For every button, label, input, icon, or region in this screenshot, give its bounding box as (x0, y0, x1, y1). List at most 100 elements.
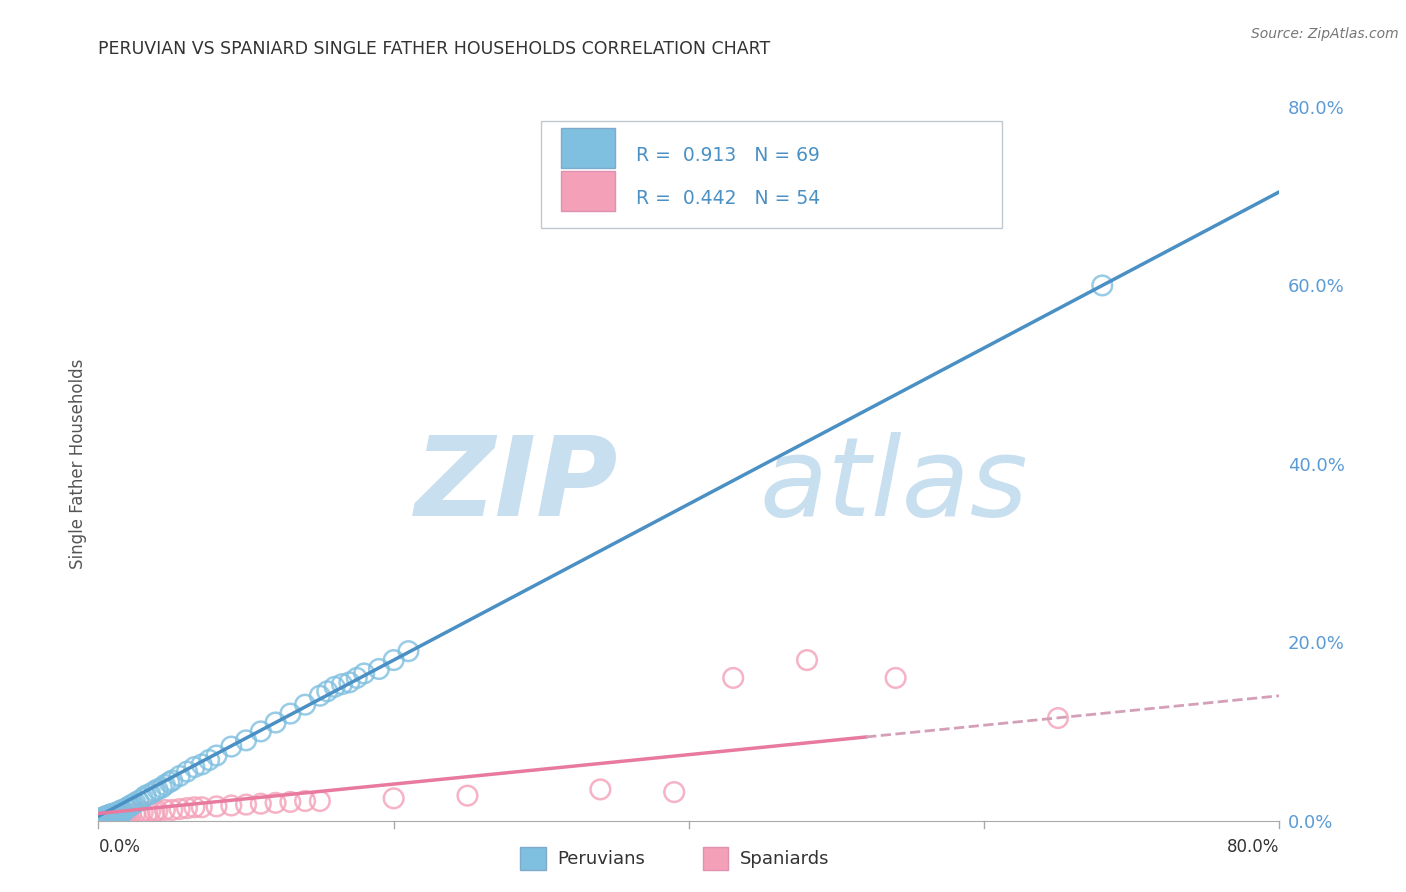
Point (97, 808, 120, 822)
Point (280, 795, 302, 809)
Point (176, 764, 198, 779)
Point (91, 812, 114, 826)
Point (723, 671, 745, 685)
Point (157, 775, 180, 789)
Point (132, 805, 155, 820)
Point (264, 715, 287, 730)
Point (316, 684, 339, 698)
Point (112, 805, 135, 819)
Point (104, 808, 127, 822)
Bar (561, 128, 614, 168)
Point (124, 796, 146, 810)
Point (457, 789, 479, 803)
Point (162, 803, 184, 817)
Point (250, 724, 273, 739)
Point (110, 809, 132, 823)
Point (884, 671, 907, 685)
Point (121, 797, 143, 812)
Point (93, 811, 115, 825)
Text: Spaniards: Spaniards (740, 849, 830, 868)
Point (117, 808, 139, 822)
Text: R =  0.442   N = 54: R = 0.442 N = 54 (636, 189, 820, 208)
Point (264, 796, 287, 810)
Point (128, 806, 150, 821)
Point (105, 808, 128, 822)
Point (105, 805, 128, 820)
Point (114, 808, 136, 822)
Bar (561, 171, 614, 211)
Point (114, 802, 136, 816)
FancyBboxPatch shape (541, 121, 1002, 228)
Point (176, 801, 198, 815)
Point (107, 810, 129, 824)
Point (1091, 278, 1114, 293)
Point (150, 780, 173, 795)
Point (108, 806, 131, 821)
Point (120, 798, 142, 813)
Point (96, 809, 118, 823)
Point (93, 810, 115, 824)
Point (191, 757, 214, 772)
Point (103, 807, 125, 822)
Point (94, 810, 117, 824)
Point (97, 810, 120, 824)
Text: Source: ZipAtlas.com: Source: ZipAtlas.com (1251, 27, 1399, 41)
Point (139, 805, 162, 819)
Point (93, 810, 115, 824)
Text: R =  0.913   N = 69: R = 0.913 N = 69 (636, 146, 820, 165)
Point (309, 689, 332, 703)
Point (120, 807, 142, 822)
Point (91, 811, 114, 825)
Point (100, 811, 122, 825)
Text: 0.0%: 0.0% (98, 838, 141, 856)
Point (90, 812, 112, 826)
Point (235, 733, 257, 747)
Point (589, 782, 612, 797)
Text: 80.0%: 80.0% (1227, 838, 1279, 856)
Point (110, 806, 132, 821)
Point (98, 811, 121, 825)
Point (108, 809, 131, 823)
Point (183, 800, 205, 814)
Point (382, 791, 405, 805)
Point (100, 807, 122, 822)
Point (205, 799, 228, 814)
Point (294, 794, 316, 808)
Point (94, 810, 117, 824)
Point (309, 794, 332, 808)
Point (111, 808, 134, 822)
Point (100, 809, 122, 823)
Point (146, 782, 169, 797)
Point (221, 798, 243, 813)
Point (198, 753, 221, 767)
Y-axis label: Single Father Households: Single Father Households (69, 359, 87, 569)
Point (96, 812, 118, 826)
Point (111, 805, 134, 820)
Point (139, 787, 162, 801)
Point (143, 784, 166, 798)
Point (235, 797, 257, 812)
Point (97, 811, 120, 825)
Point (94, 809, 117, 823)
Point (103, 810, 125, 824)
Point (323, 680, 346, 694)
Point (353, 666, 375, 681)
Point (96, 810, 118, 824)
Point (294, 698, 316, 712)
Point (115, 808, 138, 822)
Point (127, 794, 149, 808)
Point (136, 805, 159, 820)
Point (796, 653, 818, 667)
Point (110, 804, 132, 818)
Point (346, 671, 368, 685)
Point (98, 809, 121, 823)
Point (382, 653, 405, 667)
Point (135, 789, 157, 803)
Point (183, 760, 205, 774)
Point (108, 805, 131, 819)
Point (205, 748, 228, 763)
Point (105, 809, 128, 823)
Point (107, 805, 129, 820)
Point (368, 662, 391, 676)
Point (93, 811, 115, 825)
